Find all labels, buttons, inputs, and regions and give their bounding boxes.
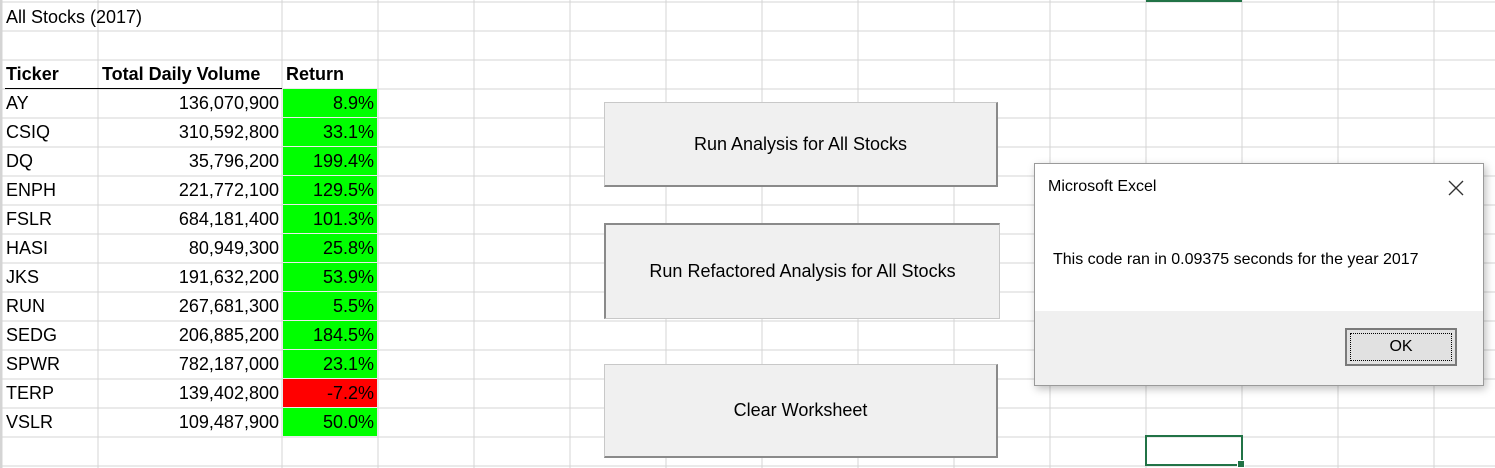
ticker-cell[interactable]: FSLR	[6, 209, 53, 229]
return-cell[interactable]: 129.5%	[283, 176, 377, 204]
return-cell[interactable]: -7.2%	[283, 379, 377, 407]
ticker-cell[interactable]: SEDG	[6, 325, 58, 345]
return-cell[interactable]: 8.9%	[283, 89, 377, 117]
volume-cell[interactable]: 310,592,800	[178, 122, 279, 142]
header-return[interactable]: Return	[286, 64, 344, 84]
volume-cell[interactable]: 206,885,200	[178, 325, 279, 345]
return-cell[interactable]: 53.9%	[283, 263, 377, 291]
run-analysis-all-stocks-button[interactable]: Run Analysis for All Stocks	[604, 102, 998, 187]
volume-cell[interactable]: 80,949,300	[188, 238, 279, 258]
volume-cell[interactable]: 139,402,800	[178, 383, 279, 403]
selected-cell[interactable]	[1145, 435, 1245, 468]
clear-worksheet-button-label: Clear Worksheet	[733, 400, 868, 420]
return-cell[interactable]: 101.3%	[283, 205, 377, 233]
ticker-cell[interactable]: HASI	[6, 238, 49, 258]
ticker-cell[interactable]: TERP	[6, 383, 55, 403]
volume-cell[interactable]: 136,070,900	[178, 93, 279, 113]
return-cell[interactable]: 184.5%	[283, 321, 377, 349]
volume-cell[interactable]: 782,187,000	[178, 354, 279, 374]
sheet-title[interactable]: All Stocks (2017)	[6, 7, 143, 27]
worksheet-left-edge	[0, 0, 2, 468]
volume-cell[interactable]: 35,796,200	[188, 151, 279, 171]
ticker-cell[interactable]: SPWR	[6, 354, 60, 374]
ok-button-label: OK	[1389, 338, 1413, 355]
volume-cell[interactable]: 221,772,100	[178, 180, 279, 200]
return-cell[interactable]: 25.8%	[283, 234, 377, 262]
ticker-cell[interactable]: ENPH	[6, 180, 57, 200]
run-analysis-button-label: Run Analysis for All Stocks	[693, 133, 908, 154]
ticker-cell[interactable]: DQ	[6, 151, 33, 171]
ticker-cell[interactable]: CSIQ	[6, 122, 51, 142]
active-column-indicator	[1146, 0, 1242, 2]
header-underline	[5, 88, 282, 89]
dialog-title: Microsoft Excel	[1048, 178, 1157, 195]
run-refactored-analysis-button[interactable]: Run Refactored Analysis for All Stocks	[604, 223, 1000, 319]
message-box-dialog: Microsoft Excel This code ran in 0.09375…	[1034, 163, 1484, 386]
focus-rectangle	[1350, 333, 1452, 361]
ticker-cell[interactable]: VSLR	[6, 412, 54, 432]
return-cell[interactable]: 33.1%	[283, 118, 377, 146]
return-cell[interactable]: 5.5%	[283, 292, 377, 320]
fill-handle[interactable]	[1237, 460, 1245, 468]
ticker-cell[interactable]: AY	[6, 93, 29, 113]
header-total-daily-volume[interactable]: Total Daily Volume	[102, 64, 261, 84]
volume-cell[interactable]: 109,487,900	[178, 412, 279, 432]
run-refactored-button-label: Run Refactored Analysis for All Stocks	[649, 261, 956, 281]
ticker-cell[interactable]: RUN	[6, 296, 45, 316]
clear-worksheet-button[interactable]: Clear Worksheet	[604, 364, 998, 458]
close-icon[interactable]	[1445, 177, 1467, 199]
dialog-message: This code ran in 0.09375 seconds for the…	[1053, 251, 1419, 268]
volume-cell[interactable]: 191,632,200	[178, 267, 279, 287]
header-ticker[interactable]: Ticker	[6, 64, 59, 84]
volume-cell[interactable]: 267,681,300	[178, 296, 279, 316]
ticker-cell[interactable]: JKS	[6, 267, 40, 287]
return-cell[interactable]: 50.0%	[283, 408, 377, 436]
volume-cell[interactable]: 684,181,400	[178, 209, 279, 229]
dialog-button-bar: OK	[1035, 311, 1483, 385]
ok-button[interactable]: OK	[1345, 328, 1457, 366]
return-cell[interactable]: 199.4%	[283, 147, 377, 175]
return-cell[interactable]: 23.1%	[283, 350, 377, 378]
